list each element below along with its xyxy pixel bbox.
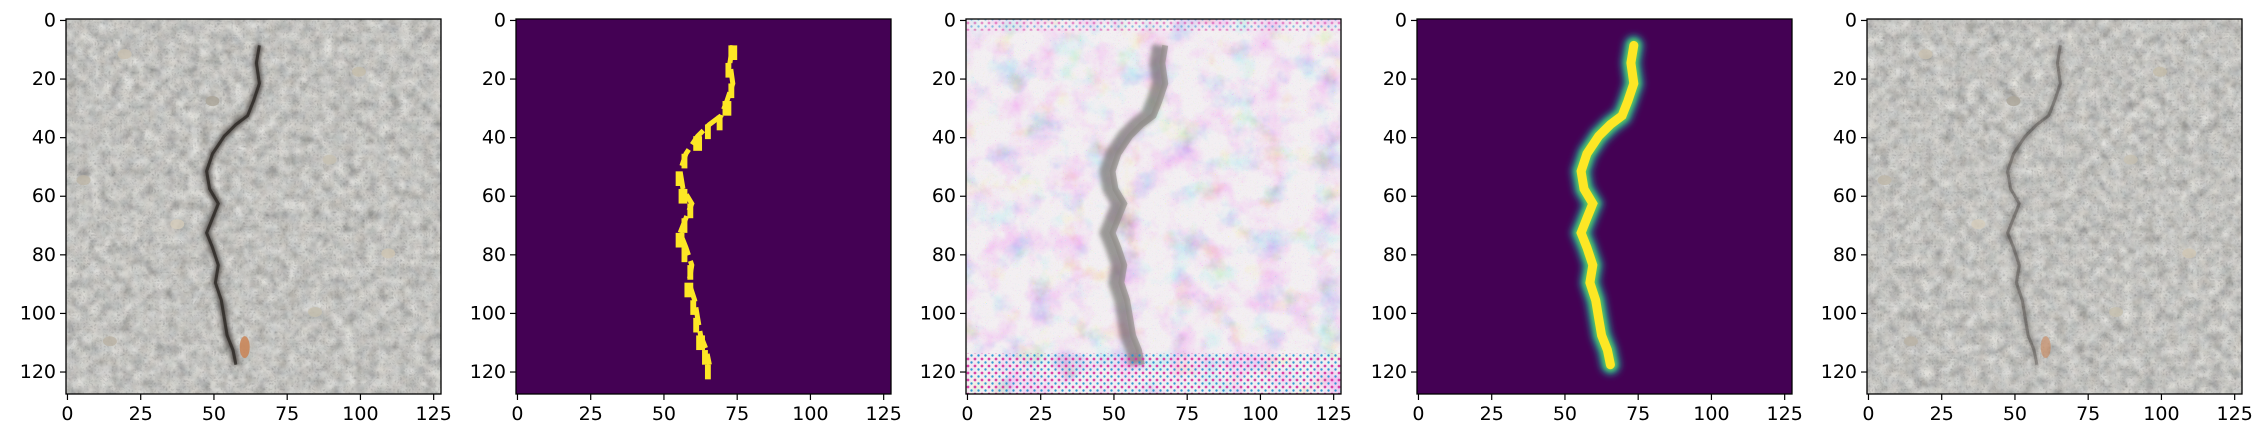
x-tick-label: 50 [1102,403,1126,425]
y-tick-label: 80 [1383,244,1407,266]
y-tick-label: 0 [44,9,56,31]
x-tick-label: 100 [2143,403,2179,425]
ground-truth-mask-image [516,19,891,394]
x-tick-label: 100 [342,403,378,425]
y-tick-label: 40 [1383,127,1407,149]
x-tick-label: 50 [202,403,226,425]
y-tick-label: 40 [32,127,56,149]
axes-frame [1866,18,2243,395]
axes-frame [965,18,1342,395]
y-tick-label: 40 [482,127,506,149]
y-tick-label: 120 [1821,361,1857,383]
y-tick-label: 60 [32,185,56,207]
noisy-reconstruction-image [966,19,1341,394]
x-tick-label: 75 [1175,403,1199,425]
x-tick-label: 50 [1553,403,1577,425]
y-tick-label: 20 [1383,68,1407,90]
y-tick-label: 40 [1833,127,1857,149]
y-tick-label: 100 [470,302,506,324]
y-tick-label: 80 [32,244,56,266]
x-tick-label: 100 [792,403,828,425]
y-tick-label: 120 [470,361,506,383]
x-tick-label: 25 [1930,403,1954,425]
y-tick-label: 0 [494,9,506,31]
y-tick-label: 80 [1833,244,1857,266]
x-tick-label: 25 [1029,403,1053,425]
x-tick-label: 125 [2217,403,2253,425]
x-tick-label: 100 [1693,403,1729,425]
y-tick-label: 100 [1821,302,1857,324]
axes-frame [515,18,892,395]
y-tick-label: 20 [32,68,56,90]
y-tick-label: 60 [482,185,506,207]
y-tick-label: 120 [1371,361,1407,383]
predicted-mask-image [1417,19,1792,394]
y-tick-label: 60 [1383,185,1407,207]
y-tick-label: 80 [932,244,956,266]
y-tick-label: 120 [20,361,56,383]
x-tick-label: 0 [961,403,973,425]
y-tick-label: 100 [1371,302,1407,324]
y-tick-label: 60 [932,185,956,207]
x-tick-label: 75 [725,403,749,425]
y-tick-label: 80 [482,244,506,266]
x-tick-label: 50 [652,403,676,425]
x-tick-label: 50 [2003,403,2027,425]
x-tick-label: 0 [511,403,523,425]
axes-frame [65,18,442,395]
y-tick-label: 100 [920,302,956,324]
y-tick-label: 40 [932,127,956,149]
x-tick-label: 25 [579,403,603,425]
x-tick-label: 0 [61,403,73,425]
x-tick-label: 125 [416,403,452,425]
x-tick-label: 100 [1242,403,1278,425]
axes-frame [1416,18,1793,395]
y-tick-label: 20 [482,68,506,90]
y-tick-label: 0 [944,9,956,31]
x-tick-label: 75 [275,403,299,425]
input-photo-image [66,19,441,394]
x-tick-label: 75 [1626,403,1650,425]
y-tick-label: 60 [1833,185,1857,207]
x-tick-label: 125 [1767,403,1803,425]
x-tick-label: 0 [1862,403,1874,425]
y-tick-label: 0 [1845,9,1857,31]
x-tick-label: 125 [866,403,902,425]
x-tick-label: 0 [1412,403,1424,425]
x-tick-label: 25 [1480,403,1504,425]
y-tick-label: 0 [1395,9,1407,31]
x-tick-label: 25 [129,403,153,425]
blended-output-image [1867,19,2242,394]
y-tick-label: 120 [920,361,956,383]
y-tick-label: 20 [1833,68,1857,90]
y-tick-label: 100 [20,302,56,324]
x-tick-label: 75 [2076,403,2100,425]
y-tick-label: 20 [932,68,956,90]
x-tick-label: 125 [1316,403,1352,425]
